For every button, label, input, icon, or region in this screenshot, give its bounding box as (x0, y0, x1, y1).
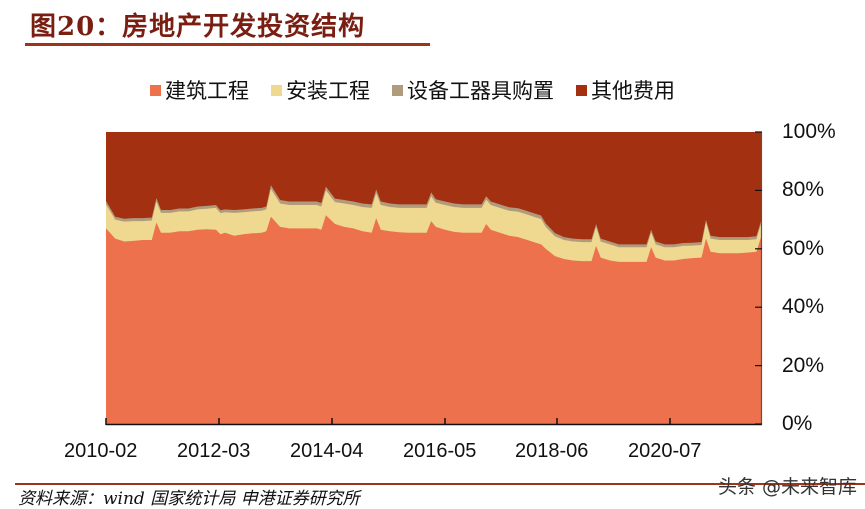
legend-item-other: 其他费用 (576, 75, 675, 105)
x-tick-label: 2010-02 (64, 440, 138, 462)
legend-label: 建筑工程 (165, 79, 249, 103)
x-axis-ticks (105, 418, 671, 425)
legend-swatch-other (576, 84, 587, 96)
watermark: 头条 @未来智库 (717, 476, 857, 498)
title-underline (25, 43, 430, 46)
legend-label: 其他费用 (591, 79, 675, 103)
x-tick-label: 2016-05 (403, 440, 477, 462)
legend-label: 安装工程 (286, 79, 370, 103)
y-tick-label: 0% (782, 412, 813, 435)
legend-item-equipment: 设备工器具购置 (392, 75, 554, 105)
y-axis-ticks (755, 131, 762, 425)
construction-area (106, 215, 761, 424)
y-tick-label: 40% (782, 295, 825, 318)
legend-item-installation: 安装工程 (271, 75, 370, 105)
legend-label: 设备工器具购置 (407, 79, 554, 103)
y-tick-label: 20% (782, 354, 825, 377)
figure-title: 图20：房地产开发投资结构 (30, 12, 366, 42)
y-tick-label: 60% (782, 237, 825, 260)
legend-swatch-installation (271, 84, 282, 96)
y-tick-label: 100% (782, 120, 836, 143)
legend-swatch-equipment (392, 84, 403, 96)
legend-item-construction: 建筑工程 (150, 75, 249, 105)
chart-legend: 建筑工程 安装工程 设备工器具购置 其他费用 (150, 75, 697, 105)
source-divider (15, 483, 865, 485)
x-tick-label: 2012-03 (177, 440, 251, 462)
legend-swatch-construction (150, 84, 161, 96)
x-tick-label: 2020-07 (628, 440, 702, 462)
y-tick-label: 80% (782, 178, 825, 201)
x-tick-label: 2018-06 (515, 440, 589, 462)
source-note: 资料来源：wind 国家统计局 申港证券研究所 (18, 489, 360, 509)
x-tick-label: 2014-04 (290, 440, 364, 462)
